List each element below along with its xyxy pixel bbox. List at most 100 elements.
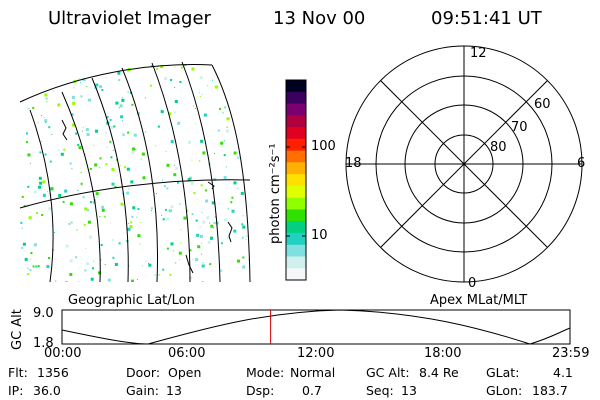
aurora-speckle — [28, 108, 30, 110]
aurora-speckle — [37, 265, 40, 268]
aurora-speckle — [166, 187, 169, 190]
aurora-speckle — [90, 201, 93, 204]
meridian-line — [91, 77, 129, 283]
aurora-speckle — [195, 258, 199, 262]
polar-diagonal — [380, 80, 548, 248]
instrument-title: Ultraviolet Imager — [48, 8, 211, 29]
aurora-speckle — [201, 94, 203, 96]
glon-value: 183.7 — [532, 383, 568, 398]
map-edge-top — [19, 64, 213, 103]
colorbar-swatch — [286, 115, 306, 128]
aurora-speckle — [69, 162, 72, 165]
aurora-speckle — [237, 259, 240, 263]
aurora-speckle — [227, 208, 229, 210]
aurora-speckle — [178, 251, 182, 255]
aurora-speckle — [33, 243, 37, 247]
latitude-line — [19, 179, 251, 209]
aurora-speckle — [89, 167, 92, 170]
aurora-speckle — [117, 71, 121, 75]
coastline — [185, 254, 194, 274]
aurora-speckle — [160, 65, 164, 69]
gain-label: Gain: — [126, 383, 159, 398]
aurora-speckle — [168, 210, 170, 212]
aurora-speckle — [121, 98, 125, 102]
aurora-speckle — [111, 168, 115, 171]
aurora-speckle — [114, 263, 118, 266]
door-value: Open — [168, 365, 202, 380]
aurora-speckle — [51, 133, 53, 135]
colorbar-swatch — [286, 162, 306, 175]
aurora-speckle — [245, 235, 248, 238]
aurora-speckle — [223, 154, 226, 157]
aurora-speckle — [226, 117, 230, 121]
aurora-speckle — [161, 214, 163, 216]
aurora-speckle — [137, 208, 140, 210]
aurora-speckle — [200, 235, 203, 238]
aurora-speckle — [43, 116, 45, 118]
aurora-speckle — [55, 280, 57, 282]
gcalt-label: GC Alt: — [366, 365, 410, 380]
aurora-speckle — [48, 193, 52, 196]
aurora-speckle — [35, 265, 38, 268]
aurora-speckle — [29, 117, 31, 119]
aurora-speckle — [230, 78, 232, 80]
aurora-speckle — [199, 76, 203, 80]
aurora-speckle — [201, 242, 203, 244]
aurora-speckle — [137, 278, 138, 280]
aurora-speckle — [220, 242, 223, 245]
aurora-speckle — [226, 126, 228, 128]
aurora-speckle — [129, 225, 133, 229]
aurora-speckle — [80, 182, 83, 185]
aurora-speckle — [158, 274, 160, 276]
aurora-speckle — [29, 269, 32, 271]
aurora-speckle — [164, 177, 166, 179]
aurora-speckle — [164, 185, 166, 188]
aurora-speckle — [69, 259, 73, 263]
aurora-speckle — [100, 259, 102, 261]
aurora-speckle — [80, 95, 83, 98]
gain-value: 13 — [166, 383, 182, 398]
aurora-speckle — [89, 86, 91, 88]
aurora-speckle — [60, 152, 64, 156]
aurora-speckle — [222, 112, 224, 114]
aurora-speckle — [22, 91, 24, 94]
aurora-speckle — [54, 232, 55, 234]
colorbar-tick-10: 10 — [311, 228, 328, 243]
aurora-speckle — [195, 123, 197, 125]
aurora-speckle — [88, 98, 91, 102]
aurora-speckle — [39, 181, 43, 185]
aurora-speckle — [192, 258, 194, 260]
aurora-speckle — [219, 107, 222, 110]
aurora-speckle — [121, 97, 123, 99]
aurora-speckle — [72, 123, 75, 127]
aurora-speckle — [148, 263, 149, 264]
aurora-speckle — [69, 202, 73, 206]
aurora-speckle — [105, 76, 107, 78]
aurora-speckle — [128, 265, 130, 267]
aurora-speckle — [196, 233, 200, 237]
aurora-speckle — [193, 105, 195, 107]
aurora-speckle — [175, 166, 179, 170]
aurora-speckle — [243, 120, 245, 123]
flt-value: 1356 — [37, 365, 69, 380]
aurora-speckle — [94, 163, 98, 167]
geographic-map — [19, 61, 251, 283]
aurora-speckle — [165, 150, 167, 152]
colorbar-swatch — [286, 268, 306, 281]
aurora-speckle — [141, 265, 143, 267]
aurora-speckle — [118, 242, 121, 245]
altitude-curve — [61, 309, 571, 345]
mlat-label-80: 80 — [490, 140, 507, 155]
aurora-speckle — [201, 264, 205, 268]
glon-label: GLon: — [486, 383, 523, 398]
aurora-speckle — [72, 86, 75, 89]
aurora-speckle — [112, 256, 115, 259]
aurora-speckle — [86, 262, 90, 266]
aurora-speckle — [48, 158, 50, 160]
aurora-speckle — [48, 207, 52, 211]
aurora-speckle — [162, 179, 163, 181]
aurora-speckle — [77, 143, 80, 146]
mlt-label-6: 6 — [577, 156, 586, 171]
aurora-speckle — [127, 227, 131, 231]
aurora-speckle — [212, 79, 213, 81]
